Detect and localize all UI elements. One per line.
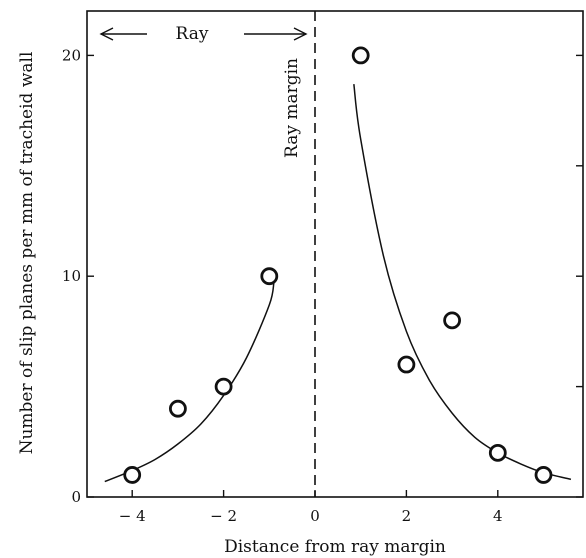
y-tick-label: 10 <box>62 267 81 285</box>
plot-frame <box>86 10 584 498</box>
axis-ticks: − 4 − 2 0 2 4 0 10 20 <box>62 46 583 525</box>
x-tick-label: − 2 <box>210 507 237 525</box>
x-axis-title: Distance from ray margin <box>224 537 446 557</box>
y-axis-title: Number of slip planes per mm of tracheid… <box>17 52 37 455</box>
data-points <box>123 46 553 484</box>
data-point <box>488 443 507 462</box>
data-point <box>397 355 416 374</box>
y-tick-label: 0 <box>71 488 81 506</box>
ray-margin-label: Ray margin <box>282 58 302 158</box>
ray-arrow-right-head <box>293 27 308 41</box>
x-tick-label: − 4 <box>119 507 146 525</box>
data-point <box>260 267 279 286</box>
data-point <box>123 466 142 484</box>
data-point <box>214 377 233 396</box>
fit-curve <box>353 84 572 481</box>
data-point <box>443 311 462 330</box>
ray-label: Ray <box>176 24 209 44</box>
data-point <box>351 46 370 65</box>
y-tick-label: 20 <box>62 46 81 64</box>
fit-curves <box>104 84 572 483</box>
ray-arrow-left-head <box>99 27 114 41</box>
x-tick-label: 0 <box>310 507 320 525</box>
fit-curve <box>104 282 275 483</box>
x-tick-label: 2 <box>402 507 412 525</box>
ray-annotation: Ray <box>99 24 308 44</box>
data-point <box>534 466 553 484</box>
x-tick-label: 4 <box>493 507 503 525</box>
data-point <box>168 399 187 418</box>
